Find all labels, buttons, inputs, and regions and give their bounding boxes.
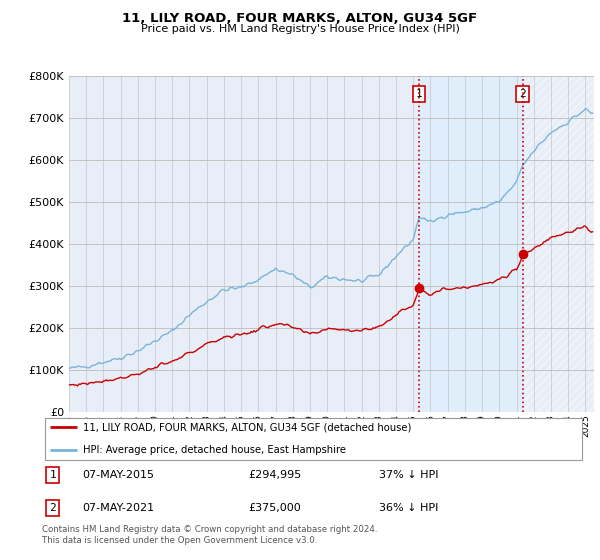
Text: 07-MAY-2021: 07-MAY-2021 xyxy=(83,503,155,513)
Text: 1: 1 xyxy=(49,470,56,480)
Text: Contains HM Land Registry data © Crown copyright and database right 2024.
This d: Contains HM Land Registry data © Crown c… xyxy=(42,525,377,545)
Bar xyxy=(523,76,594,412)
Text: 36% ↓ HPI: 36% ↓ HPI xyxy=(379,503,438,513)
Text: 1: 1 xyxy=(416,89,422,99)
Text: 2: 2 xyxy=(49,503,56,513)
Text: Price paid vs. HM Land Registry's House Price Index (HPI): Price paid vs. HM Land Registry's House … xyxy=(140,24,460,34)
Text: 07-MAY-2015: 07-MAY-2015 xyxy=(83,470,155,480)
Text: 11, LILY ROAD, FOUR MARKS, ALTON, GU34 5GF (detached house): 11, LILY ROAD, FOUR MARKS, ALTON, GU34 5… xyxy=(83,422,411,432)
Text: £375,000: £375,000 xyxy=(248,503,301,513)
Text: HPI: Average price, detached house, East Hampshire: HPI: Average price, detached house, East… xyxy=(83,445,346,455)
FancyBboxPatch shape xyxy=(45,418,582,460)
Text: 11, LILY ROAD, FOUR MARKS, ALTON, GU34 5GF: 11, LILY ROAD, FOUR MARKS, ALTON, GU34 5… xyxy=(122,12,478,25)
Text: 37% ↓ HPI: 37% ↓ HPI xyxy=(379,470,438,480)
Text: 2: 2 xyxy=(519,89,526,99)
Text: £294,995: £294,995 xyxy=(248,470,302,480)
Bar xyxy=(419,76,523,412)
